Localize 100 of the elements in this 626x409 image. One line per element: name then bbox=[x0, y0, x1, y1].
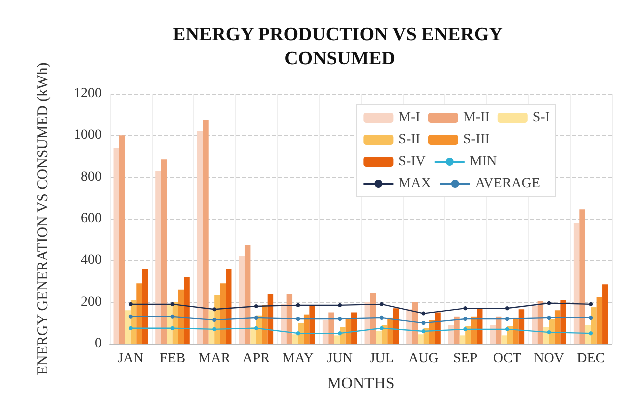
point bbox=[547, 330, 552, 335]
bar bbox=[490, 325, 496, 344]
bar bbox=[502, 336, 508, 344]
legend-label: M-II bbox=[463, 110, 490, 126]
point bbox=[422, 312, 426, 316]
bar bbox=[574, 223, 580, 344]
x-tick-label: APR bbox=[242, 352, 271, 366]
bar bbox=[591, 308, 597, 344]
bar bbox=[418, 334, 424, 344]
bar bbox=[178, 290, 184, 344]
point bbox=[296, 332, 300, 336]
point bbox=[380, 316, 384, 320]
bar bbox=[239, 256, 245, 344]
point bbox=[547, 316, 552, 320]
y-tick-label: 0 bbox=[95, 336, 102, 352]
bar bbox=[244, 245, 251, 344]
point bbox=[505, 327, 510, 332]
bar bbox=[119, 136, 126, 344]
bar bbox=[518, 310, 525, 344]
x-tick-label: SEP bbox=[454, 352, 478, 366]
y-tick-label: 1000 bbox=[74, 128, 102, 144]
point bbox=[464, 317, 468, 321]
bar bbox=[197, 132, 204, 344]
point bbox=[254, 326, 258, 330]
bar bbox=[334, 336, 340, 344]
point bbox=[589, 316, 594, 320]
point bbox=[128, 314, 133, 319]
legend-label: S-IV bbox=[398, 154, 426, 170]
point bbox=[212, 318, 217, 322]
point bbox=[464, 327, 468, 332]
bar bbox=[125, 310, 131, 344]
point bbox=[296, 317, 300, 321]
bar bbox=[114, 148, 120, 344]
point bbox=[505, 306, 510, 311]
point bbox=[128, 302, 133, 306]
point bbox=[170, 302, 175, 306]
bar bbox=[281, 304, 287, 344]
x-axis-title: MONTHS bbox=[327, 376, 395, 392]
bar bbox=[156, 171, 162, 344]
point bbox=[589, 332, 594, 336]
point bbox=[212, 308, 217, 312]
x-tick-label: MAR bbox=[198, 352, 232, 366]
legend-label: S-II bbox=[398, 132, 421, 148]
legend-label: MAX bbox=[398, 176, 432, 192]
point bbox=[338, 317, 342, 321]
bar bbox=[226, 269, 232, 344]
y-tick-label: 400 bbox=[81, 253, 102, 268]
bar bbox=[477, 308, 483, 344]
legend-label: MIN bbox=[470, 154, 498, 170]
bar bbox=[292, 334, 298, 344]
x-tick-label: AUG bbox=[408, 352, 439, 366]
legend-label: AVERAGE bbox=[475, 176, 540, 192]
chart-title: ENERGY PRODUCTION VS ENERGY CONSUMED bbox=[173, 24, 507, 70]
x-tick-label: JUN bbox=[327, 352, 353, 366]
point bbox=[380, 302, 384, 306]
point bbox=[170, 314, 175, 319]
bar bbox=[328, 312, 334, 344]
y-tick-label: 1200 bbox=[74, 86, 102, 102]
bar bbox=[388, 318, 394, 344]
x-tick-label: NOV bbox=[534, 352, 564, 366]
point bbox=[212, 327, 217, 332]
legend-label: M-I bbox=[398, 110, 421, 126]
legend-label: S-I bbox=[532, 110, 550, 126]
point bbox=[422, 330, 426, 334]
y-axis-title: ENERGY GENERATION VS CONSUMED (kWh) bbox=[36, 62, 52, 376]
bar bbox=[454, 316, 460, 344]
x-tick-label: MAY bbox=[282, 352, 314, 366]
point bbox=[464, 306, 468, 311]
bar bbox=[142, 269, 148, 344]
x-tick-label: DEC bbox=[577, 352, 606, 366]
point bbox=[380, 326, 384, 330]
point bbox=[338, 303, 342, 308]
point bbox=[254, 304, 258, 308]
x-tick-label: OCT bbox=[493, 352, 522, 366]
y-tick-label: 200 bbox=[81, 294, 102, 310]
bar bbox=[184, 277, 190, 344]
bar bbox=[560, 300, 566, 344]
bar bbox=[435, 312, 441, 344]
bar bbox=[376, 332, 382, 344]
bar bbox=[554, 310, 561, 344]
y-tick-label: 800 bbox=[81, 170, 102, 185]
bar bbox=[220, 284, 226, 344]
point bbox=[589, 302, 594, 306]
point bbox=[338, 332, 342, 336]
bar bbox=[460, 336, 466, 344]
bar bbox=[393, 308, 400, 344]
bar bbox=[136, 284, 142, 344]
bar bbox=[532, 306, 538, 344]
point bbox=[296, 303, 300, 308]
legend-label: S-III bbox=[463, 132, 490, 148]
y-tick-label: 600 bbox=[81, 212, 102, 226]
bar bbox=[322, 320, 329, 344]
bar bbox=[161, 160, 168, 344]
point bbox=[170, 326, 175, 330]
bar bbox=[602, 284, 608, 344]
bar bbox=[203, 120, 209, 344]
bar bbox=[513, 318, 519, 344]
bar bbox=[596, 297, 603, 344]
point bbox=[128, 326, 133, 330]
point bbox=[254, 316, 258, 320]
